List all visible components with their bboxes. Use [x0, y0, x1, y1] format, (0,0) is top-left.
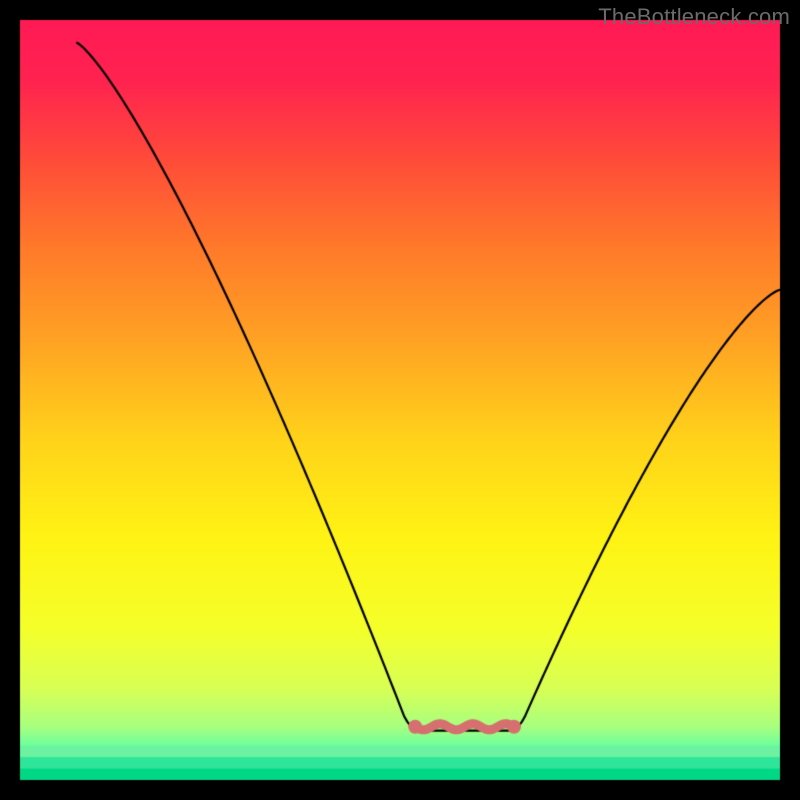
bottleneck-chart-canvas — [0, 0, 800, 800]
chart-container: TheBottleneck.com — [0, 0, 800, 800]
watermark-label: TheBottleneck.com — [598, 4, 790, 30]
